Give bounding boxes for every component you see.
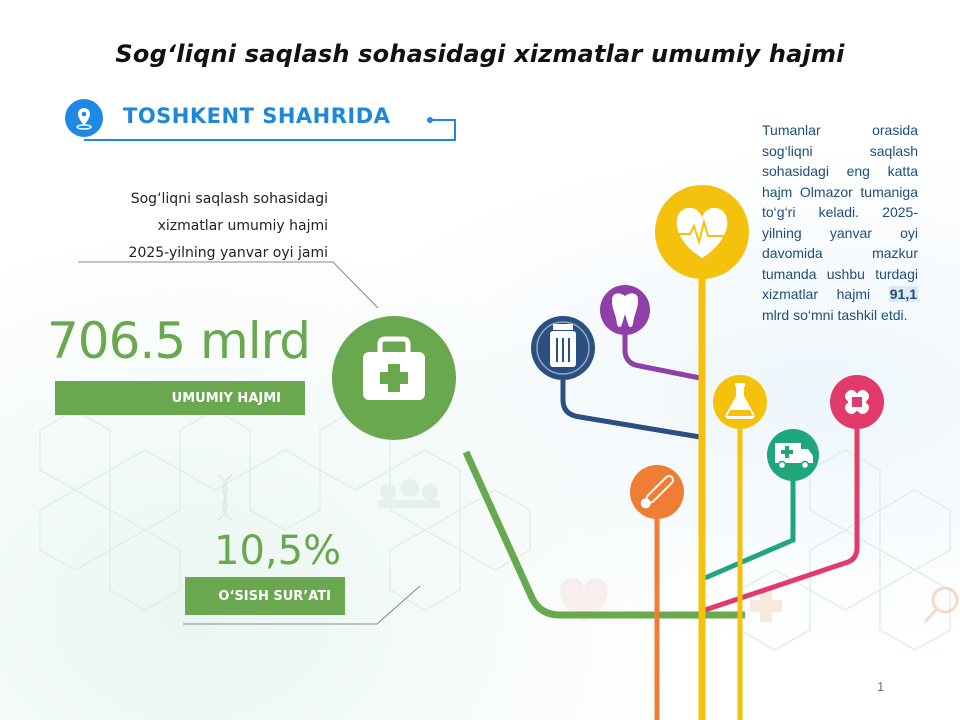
description-line: xizmatlar umumiy hajmi	[157, 218, 328, 234]
description-line: Sog‘liqni saqlash sohasidagi	[130, 191, 328, 207]
pink-branch	[704, 402, 860, 613]
navy-branch	[560, 348, 701, 440]
green-branch	[462, 450, 745, 619]
growth-value: 10,5%	[214, 528, 342, 574]
note-highlight-value: 91,1	[888, 286, 918, 302]
bandage-icon	[830, 375, 884, 429]
teal-branch	[704, 458, 796, 581]
thermometer-icon	[630, 465, 684, 519]
total-label-bar: UMUMIY HAJMI	[55, 381, 305, 415]
district-note: Tumanlar orasida sog‘liqni saqlash sohas…	[762, 120, 918, 325]
page-title: Sog‘liqni saqlash sohasidagi xizmatlar u…	[115, 40, 845, 68]
description-text: Sog‘liqni saqlash sohasidagi xizmatlar u…	[28, 186, 328, 267]
description-pointer-line	[78, 261, 379, 309]
tooth-icon	[600, 285, 650, 335]
heart-pulse-icon	[655, 185, 749, 279]
growth-label: O‘SISH SUR’ATI	[218, 588, 331, 604]
ambulance-icon	[767, 429, 819, 481]
note-text-end: mlrd so‘mni tashkil etdi.	[762, 306, 908, 323]
growth-label-bar: O‘SISH SUR’ATI	[185, 577, 345, 615]
total-value: 706.5 mlrd	[47, 312, 311, 370]
purple-branch	[622, 316, 701, 381]
page-number: 1	[877, 679, 885, 694]
pill-bottle-icon	[531, 316, 595, 380]
flask-icon	[713, 375, 767, 429]
total-label: UMUMIY HAJMI	[171, 390, 281, 406]
note-text: Tumanlar orasida sog‘liqni saqlash sohas…	[762, 122, 918, 302]
description-line: 2025-yilning yanvar oyi jami	[128, 245, 328, 261]
growth-pointer-line	[183, 585, 421, 625]
medical-kit-icon	[332, 316, 456, 440]
